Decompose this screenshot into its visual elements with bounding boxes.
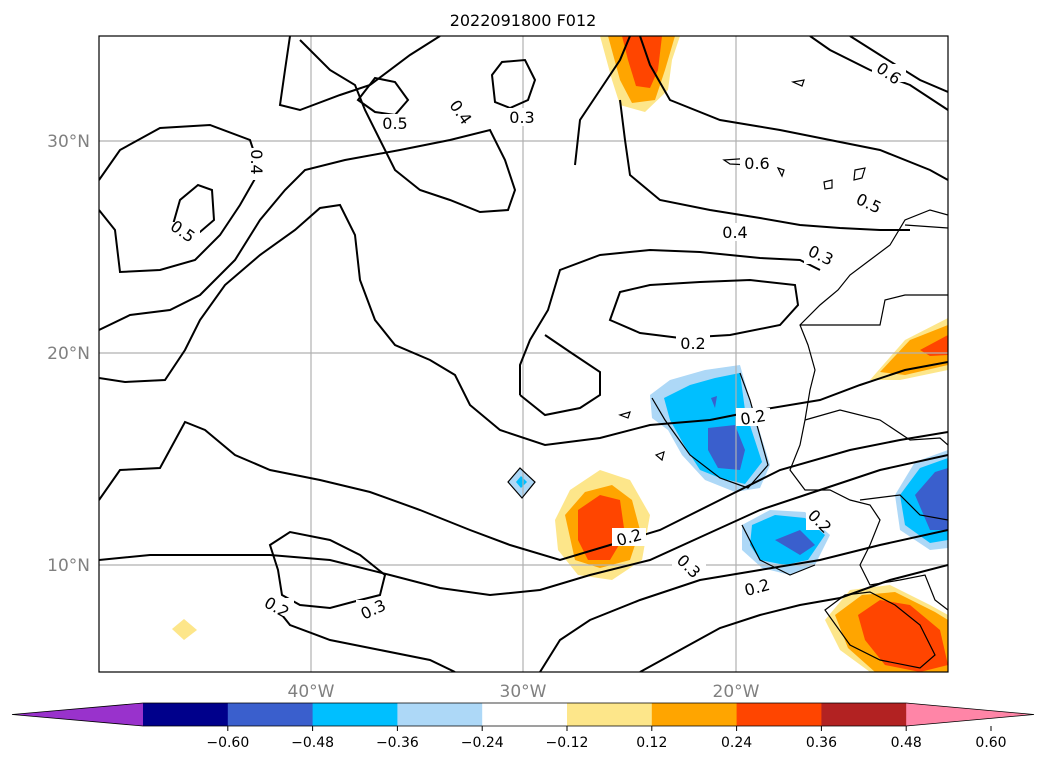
colorbar-segment: [821, 703, 907, 726]
colorbar-tick-label: −0.60: [206, 735, 249, 751]
shade-west-small: [172, 619, 197, 640]
colorbar-segment: [567, 703, 653, 726]
colorbar: −0.60 −0.48 −0.36 −0.24 −0.12 0.12 0.24 0.36 0.4…: [11, 702, 1035, 751]
colorbar-outline: [11, 702, 1035, 727]
colorbar-segment: [651, 703, 738, 726]
colorbar-segment: [143, 703, 229, 726]
colorbar-tick-label: −0.24: [461, 735, 504, 751]
contour-label: 0.6: [744, 154, 769, 173]
contour-label: 0.5: [853, 189, 884, 217]
colorbar-segment: [736, 703, 822, 726]
longitude-labels: 40°W 30°W 20°W: [288, 682, 760, 702]
map-area: 0.6 0.6 0.5 0.5 0.5 0.4 0.4 0.4 0.3 0.3 …: [99, 36, 948, 672]
lon-label: 20°W: [713, 682, 760, 702]
contour-label: 0.4: [722, 223, 747, 242]
contour-label-group: 0.6 0.6 0.5 0.5 0.5 0.4 0.4 0.4 0.3 0.3 …: [166, 58, 906, 623]
contour-lines: [99, 36, 948, 672]
contour-label: 0.3: [509, 108, 534, 127]
contour-label: 0.2: [680, 334, 705, 353]
gridlines: [99, 36, 948, 672]
latitude-labels: 30°N 20°N 10°N: [47, 132, 90, 576]
lon-label: 40°W: [288, 682, 335, 702]
map-title: 2022091800 F012: [450, 11, 597, 30]
colorbar-tick-label: 0.12: [636, 735, 667, 751]
colorbar-tick-label: 0.36: [806, 735, 837, 751]
contour-label: 0.6: [873, 58, 905, 88]
map-frame: [98, 35, 949, 673]
contour-label: 0.2: [739, 406, 767, 429]
colorbar-extend-low: [12, 703, 143, 726]
contour-label: 0.5: [167, 216, 199, 246]
colorbar-tick-label: −0.12: [546, 735, 589, 751]
contour-label: 0.3: [673, 551, 704, 582]
shaded-regions: [172, 36, 948, 672]
contour-label: 0.5: [382, 114, 407, 133]
colorbar-segment: [312, 703, 398, 726]
colorbar-tick-label: −0.48: [291, 735, 334, 751]
lat-label: 10°N: [47, 556, 90, 576]
colorbar-tick-label: 0.24: [721, 735, 752, 751]
colorbar-segment: [227, 703, 314, 726]
colorbar-segment: [397, 703, 483, 726]
colorbar-tick-label: −0.36: [376, 735, 419, 751]
lon-label: 30°W: [500, 682, 547, 702]
contour-label: 0.4: [247, 149, 266, 174]
colorbar-segment: [482, 703, 568, 726]
colorbar-tick-label: 0.48: [891, 735, 922, 751]
lat-label: 20°N: [47, 344, 90, 364]
lat-label: 30°N: [47, 132, 90, 152]
colorbar-tick-label: 0.60: [975, 735, 1006, 751]
colorbar-extend-high: [906, 703, 1034, 726]
